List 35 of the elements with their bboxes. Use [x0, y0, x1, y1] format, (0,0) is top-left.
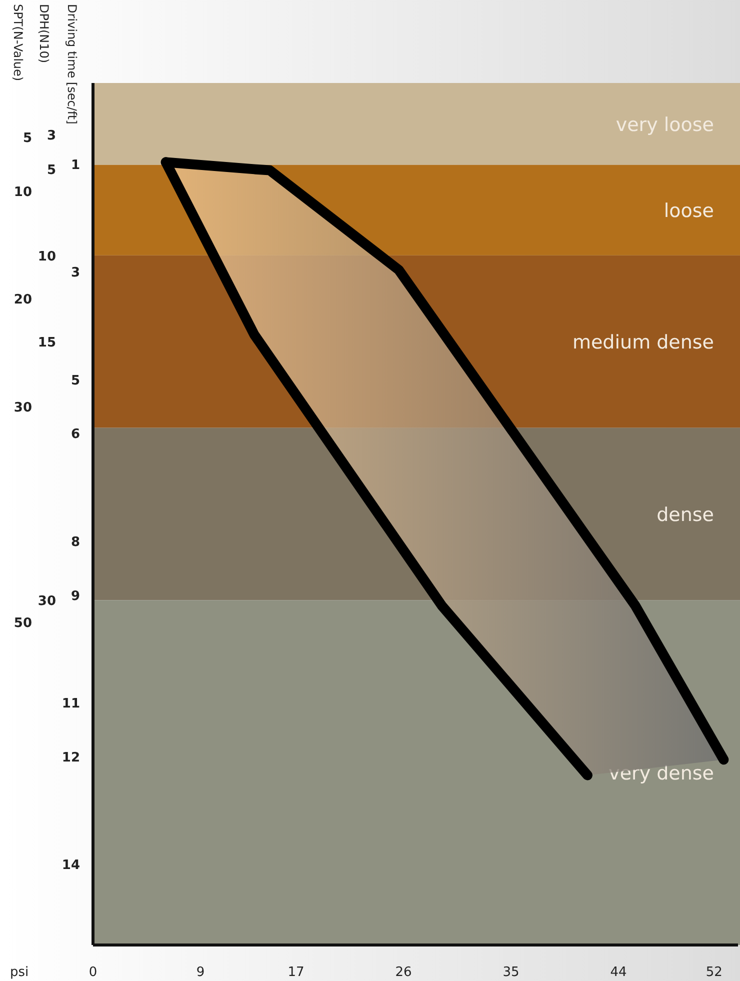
band-label: very dense [608, 762, 714, 785]
y-tick-label: 14 [62, 858, 80, 874]
y-tick-label: 9 [70, 588, 80, 604]
y2-tick-label: 5 [22, 130, 32, 146]
y3-tick-label: 10 [38, 249, 56, 264]
x-tick-label: 52 [706, 965, 722, 980]
y3-tick-label: 3 [46, 128, 56, 144]
x-tick-label: 44 [610, 965, 627, 980]
y-tick-label: 3 [70, 266, 80, 281]
y3-tick-label: 5 [46, 163, 56, 178]
y2-tick-label: 20 [14, 292, 32, 308]
y-tick-label: 11 [62, 696, 80, 712]
band-label: dense [656, 504, 714, 526]
x-tick-label: 17 [288, 965, 304, 980]
y3-tick-label: 15 [38, 336, 56, 351]
x-axis-title: psi [10, 965, 29, 980]
y2-tick-label: 50 [14, 616, 32, 631]
y-tick-label: 1 [70, 158, 80, 173]
x-tick-label: 0 [88, 965, 98, 980]
y3-axis-title: DPH(N10) [37, 4, 51, 64]
band-label: loose [664, 200, 714, 222]
x-tick-label: 35 [502, 965, 520, 980]
y2-axis-title: SPT(N-Value) [11, 4, 25, 82]
y-tick-label: 8 [70, 534, 80, 550]
y2-tick-label: 30 [14, 400, 32, 416]
y-tick-label: 5 [70, 373, 80, 388]
band-label: medium dense [572, 332, 714, 354]
y-tick-label: 6 [70, 427, 80, 442]
y-axis-title: Driving time [sec/ft] [65, 4, 79, 124]
x-tick-label: 26 [395, 965, 412, 980]
y-tick-label: 12 [62, 750, 80, 766]
y3-tick-label: 30 [38, 594, 56, 610]
x-tick-label: 9 [196, 965, 205, 980]
y2-tick-label: 10 [14, 184, 32, 200]
band-label: very loose [616, 114, 714, 136]
